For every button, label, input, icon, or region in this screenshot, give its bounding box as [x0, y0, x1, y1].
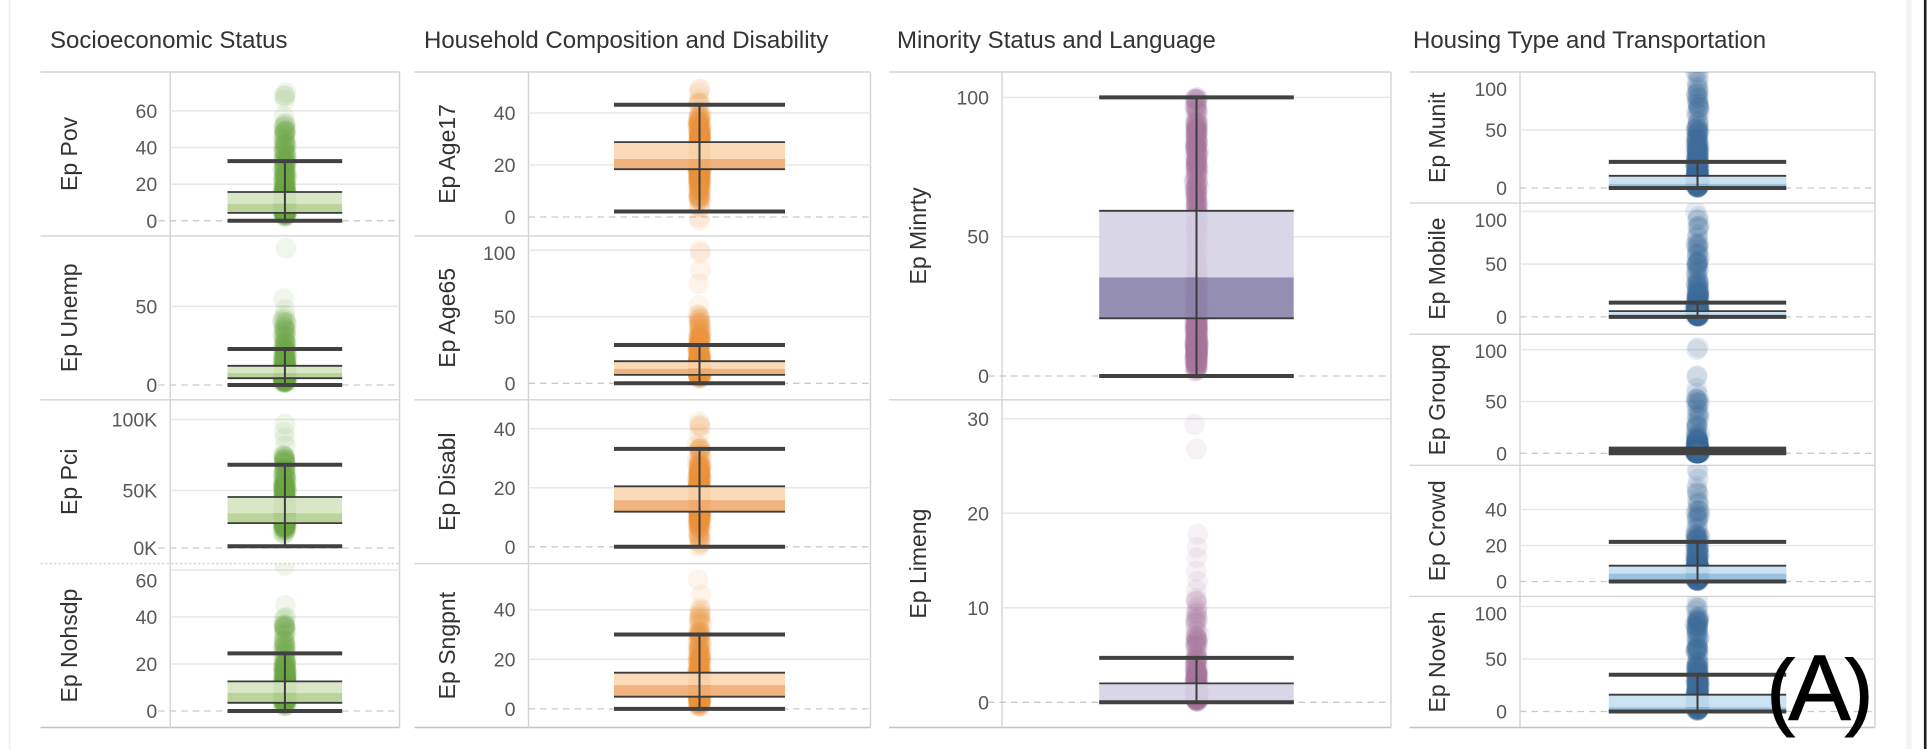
- svg-text:0: 0: [978, 366, 989, 388]
- svg-text:Ep Disabl: Ep Disabl: [434, 432, 460, 530]
- svg-text:20: 20: [135, 654, 157, 676]
- svg-text:0: 0: [1496, 443, 1507, 465]
- svg-text:40: 40: [135, 607, 157, 629]
- svg-text:50: 50: [1485, 392, 1507, 414]
- svg-text:50: 50: [967, 227, 989, 249]
- svg-text:40: 40: [494, 600, 516, 622]
- svg-text:50K: 50K: [122, 481, 157, 503]
- svg-text:Minority Status and Language: Minority Status and Language: [897, 27, 1216, 54]
- svg-text:Ep Sngpnt: Ep Sngpnt: [434, 591, 460, 699]
- svg-text:40: 40: [494, 103, 516, 125]
- svg-text:50: 50: [1485, 254, 1507, 276]
- svg-text:20: 20: [1485, 536, 1507, 558]
- svg-text:60: 60: [135, 571, 157, 593]
- svg-text:40: 40: [494, 419, 516, 441]
- svg-text:10: 10: [967, 598, 989, 620]
- svg-text:Ep Unemp: Ep Unemp: [56, 263, 82, 372]
- svg-text:0: 0: [1496, 307, 1507, 329]
- svg-text:Ep Crowd: Ep Crowd: [1424, 480, 1450, 581]
- svg-text:Housing Type and Transportatio: Housing Type and Transportation: [1413, 27, 1766, 54]
- svg-text:20: 20: [135, 174, 157, 196]
- svg-text:0: 0: [505, 699, 516, 721]
- svg-text:20: 20: [967, 503, 989, 525]
- svg-text:Ep Mobile: Ep Mobile: [1424, 217, 1450, 319]
- svg-text:60: 60: [135, 101, 157, 123]
- svg-text:Ep Age65: Ep Age65: [434, 268, 460, 368]
- svg-text:0: 0: [505, 207, 516, 229]
- svg-text:Socioeconomic Status: Socioeconomic Status: [50, 27, 287, 54]
- svg-text:20: 20: [494, 155, 516, 177]
- svg-text:50: 50: [494, 307, 516, 329]
- svg-text:Household Composition and Disa: Household Composition and Disability: [424, 27, 828, 54]
- svg-text:100: 100: [483, 243, 516, 265]
- svg-text:20: 20: [494, 478, 516, 500]
- svg-text:100: 100: [956, 87, 989, 109]
- svg-text:50: 50: [1485, 120, 1507, 142]
- svg-text:Ep Nohsdp: Ep Nohsdp: [56, 589, 82, 703]
- svg-text:40: 40: [135, 138, 157, 160]
- svg-text:0: 0: [505, 537, 516, 559]
- svg-text:0: 0: [1496, 572, 1507, 594]
- svg-text:100: 100: [1474, 79, 1507, 101]
- svg-text:0: 0: [978, 692, 989, 714]
- svg-text:0: 0: [146, 375, 157, 397]
- svg-text:Ep Minrty: Ep Minrty: [905, 187, 931, 285]
- svg-text:Ep Age17: Ep Age17: [434, 104, 460, 204]
- svg-text:0: 0: [505, 373, 516, 395]
- svg-text:Ep Pov: Ep Pov: [56, 116, 82, 191]
- svg-text:0: 0: [146, 211, 157, 233]
- svg-text:20: 20: [494, 649, 516, 671]
- svg-text:0: 0: [1496, 178, 1507, 200]
- svg-text:40: 40: [1485, 500, 1507, 522]
- svg-text:30: 30: [967, 409, 989, 431]
- svg-text:Ep Limeng: Ep Limeng: [905, 509, 931, 619]
- svg-text:Ep Pci: Ep Pci: [56, 448, 82, 514]
- svg-text:0: 0: [146, 701, 157, 723]
- svg-text:100K: 100K: [112, 410, 158, 432]
- svg-text:50: 50: [135, 296, 157, 318]
- svg-text:0K: 0K: [133, 538, 157, 560]
- svg-text:100: 100: [1474, 341, 1507, 363]
- svg-text:Ep Munit: Ep Munit: [1424, 92, 1450, 183]
- svg-text:Ep Groupq: Ep Groupq: [1424, 344, 1450, 455]
- svg-text:100: 100: [1474, 210, 1507, 232]
